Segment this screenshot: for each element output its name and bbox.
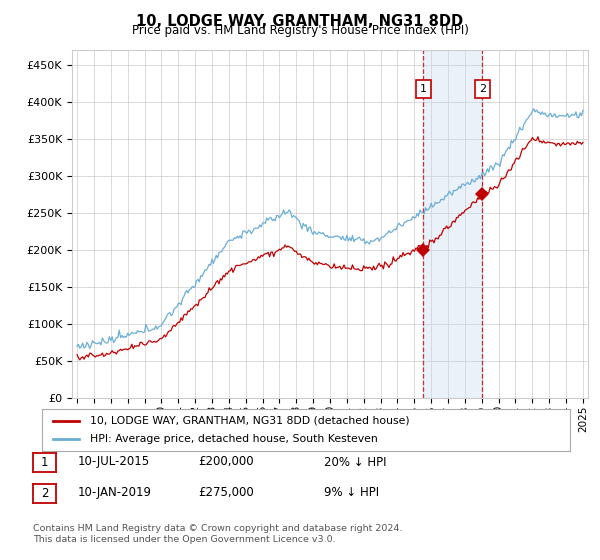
Text: 2: 2 (41, 487, 48, 500)
Text: 10, LODGE WAY, GRANTHAM, NG31 8DD (detached house): 10, LODGE WAY, GRANTHAM, NG31 8DD (detac… (89, 416, 409, 426)
Text: £200,000: £200,000 (198, 455, 254, 469)
Text: 10-JAN-2019: 10-JAN-2019 (78, 486, 152, 500)
Text: 10, LODGE WAY, GRANTHAM, NG31 8DD: 10, LODGE WAY, GRANTHAM, NG31 8DD (136, 14, 464, 29)
Text: 2: 2 (479, 84, 486, 94)
Text: 9% ↓ HPI: 9% ↓ HPI (324, 486, 379, 500)
Text: 10-JUL-2015: 10-JUL-2015 (78, 455, 150, 469)
Bar (423, 50, 482, 398)
Text: 1: 1 (420, 84, 427, 94)
Text: 20% ↓ HPI: 20% ↓ HPI (324, 455, 386, 469)
Text: Price paid vs. HM Land Registry's House Price Index (HPI): Price paid vs. HM Land Registry's House … (131, 24, 469, 37)
Text: 1: 1 (41, 456, 48, 469)
Text: HPI: Average price, detached house, South Kesteven: HPI: Average price, detached house, Sout… (89, 434, 377, 444)
Text: Contains HM Land Registry data © Crown copyright and database right 2024.
This d: Contains HM Land Registry data © Crown c… (33, 524, 403, 544)
Text: £275,000: £275,000 (198, 486, 254, 500)
